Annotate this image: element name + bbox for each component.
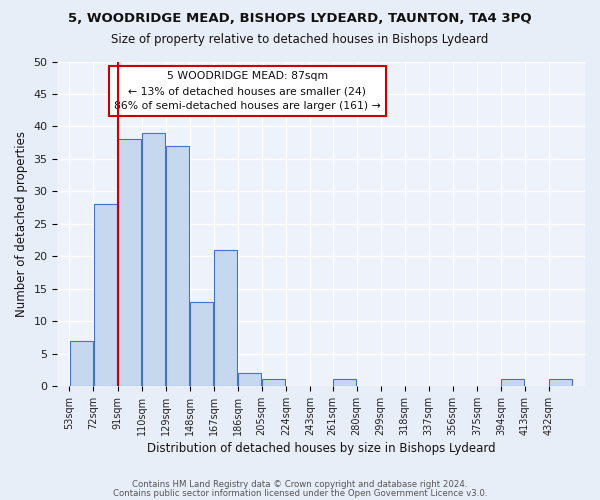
Bar bbox=[214, 250, 237, 386]
Bar bbox=[142, 133, 165, 386]
Bar bbox=[166, 146, 189, 386]
Text: Contains public sector information licensed under the Open Government Licence v3: Contains public sector information licen… bbox=[113, 488, 487, 498]
Text: Size of property relative to detached houses in Bishops Lydeard: Size of property relative to detached ho… bbox=[112, 32, 488, 46]
Bar bbox=[94, 204, 117, 386]
Bar bbox=[550, 380, 572, 386]
Bar bbox=[118, 140, 141, 386]
Bar bbox=[262, 380, 285, 386]
Bar bbox=[238, 373, 261, 386]
Bar bbox=[502, 380, 524, 386]
Bar bbox=[333, 380, 356, 386]
Text: 5 WOODRIDGE MEAD: 87sqm
← 13% of detached houses are smaller (24)
86% of semi-de: 5 WOODRIDGE MEAD: 87sqm ← 13% of detache… bbox=[114, 71, 381, 111]
Y-axis label: Number of detached properties: Number of detached properties bbox=[15, 130, 28, 316]
Text: Contains HM Land Registry data © Crown copyright and database right 2024.: Contains HM Land Registry data © Crown c… bbox=[132, 480, 468, 489]
Text: 5, WOODRIDGE MEAD, BISHOPS LYDEARD, TAUNTON, TA4 3PQ: 5, WOODRIDGE MEAD, BISHOPS LYDEARD, TAUN… bbox=[68, 12, 532, 26]
Bar bbox=[70, 340, 93, 386]
X-axis label: Distribution of detached houses by size in Bishops Lydeard: Distribution of detached houses by size … bbox=[147, 442, 496, 455]
Bar bbox=[190, 302, 213, 386]
